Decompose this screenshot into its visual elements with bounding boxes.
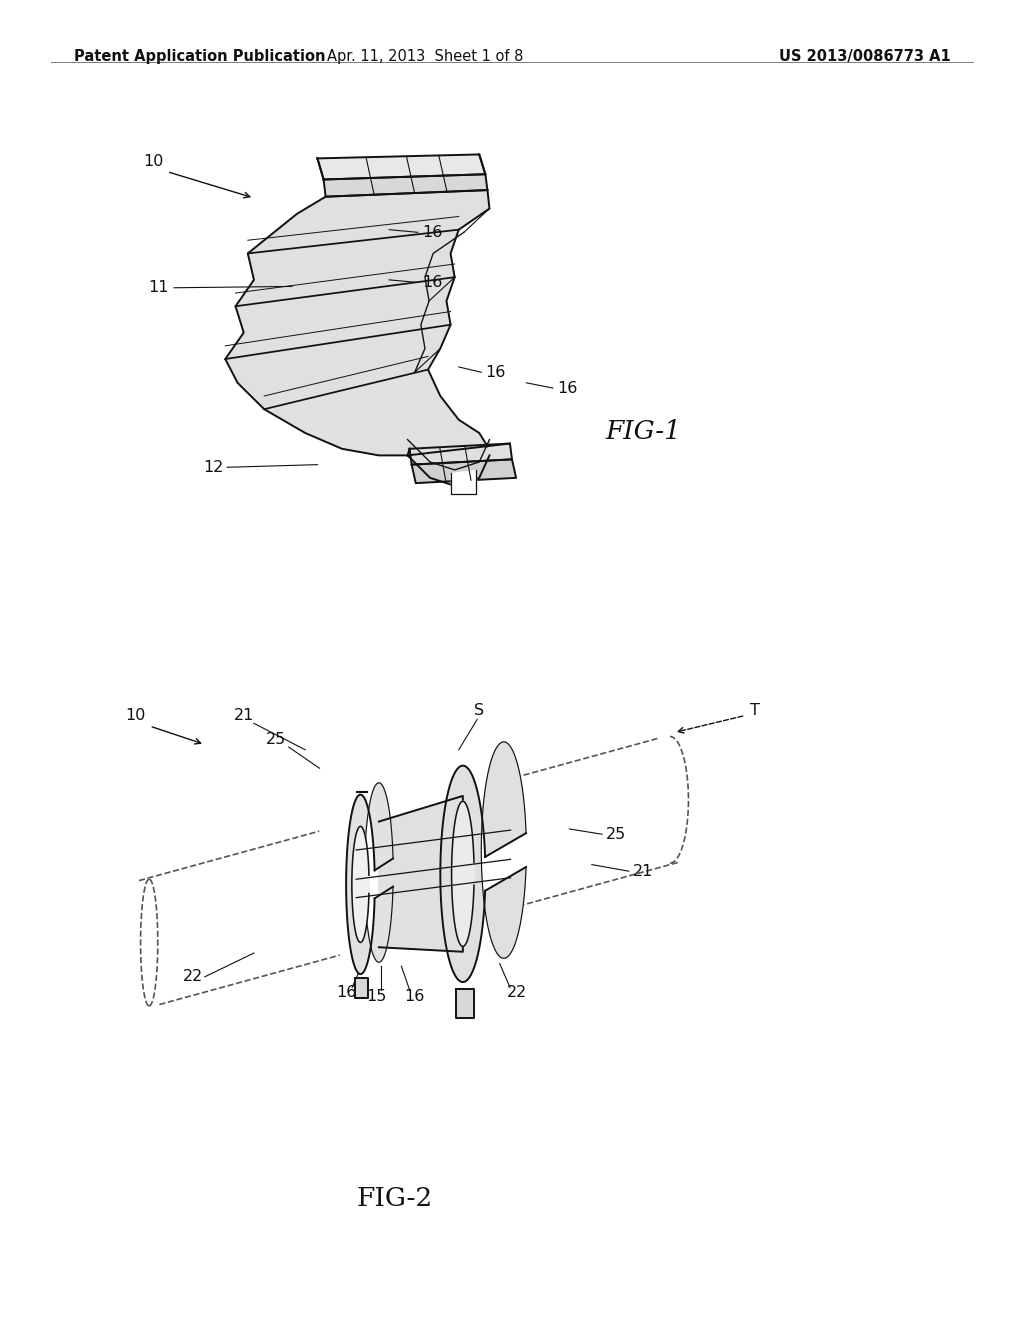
Text: FIG-1: FIG-1 bbox=[605, 420, 681, 444]
Polygon shape bbox=[354, 978, 368, 998]
Text: 25: 25 bbox=[606, 826, 627, 842]
Polygon shape bbox=[317, 154, 485, 180]
Text: 11: 11 bbox=[148, 280, 169, 296]
Polygon shape bbox=[379, 796, 463, 952]
Polygon shape bbox=[408, 440, 489, 486]
Polygon shape bbox=[324, 174, 487, 197]
Text: T: T bbox=[750, 702, 760, 718]
Text: 21: 21 bbox=[633, 863, 653, 879]
Text: 21: 21 bbox=[233, 708, 254, 723]
Text: 16: 16 bbox=[422, 224, 442, 240]
Polygon shape bbox=[452, 801, 474, 946]
Text: Apr. 11, 2013  Sheet 1 of 8: Apr. 11, 2013 Sheet 1 of 8 bbox=[327, 49, 523, 63]
Text: 16: 16 bbox=[422, 275, 442, 290]
Text: 22: 22 bbox=[182, 969, 203, 985]
Text: 16: 16 bbox=[485, 364, 506, 380]
Text: 16: 16 bbox=[336, 985, 356, 1001]
Text: 22: 22 bbox=[507, 985, 527, 1001]
Text: 25: 25 bbox=[266, 731, 287, 747]
Text: 15: 15 bbox=[367, 989, 387, 1005]
Text: 10: 10 bbox=[143, 153, 164, 169]
Polygon shape bbox=[352, 826, 369, 942]
Text: 12: 12 bbox=[203, 459, 223, 475]
Polygon shape bbox=[346, 783, 393, 974]
Text: Patent Application Publication: Patent Application Publication bbox=[74, 49, 326, 63]
Text: 10: 10 bbox=[125, 708, 145, 723]
Text: US 2013/0086773 A1: US 2013/0086773 A1 bbox=[778, 49, 950, 63]
Text: S: S bbox=[474, 702, 484, 718]
Text: 16: 16 bbox=[557, 380, 578, 396]
Polygon shape bbox=[456, 989, 474, 1018]
Polygon shape bbox=[412, 459, 516, 483]
Text: FIG-2: FIG-2 bbox=[356, 1187, 432, 1210]
Polygon shape bbox=[440, 742, 526, 982]
Polygon shape bbox=[451, 470, 476, 494]
Polygon shape bbox=[225, 190, 489, 455]
Text: 16: 16 bbox=[404, 989, 425, 1005]
Polygon shape bbox=[410, 444, 512, 465]
